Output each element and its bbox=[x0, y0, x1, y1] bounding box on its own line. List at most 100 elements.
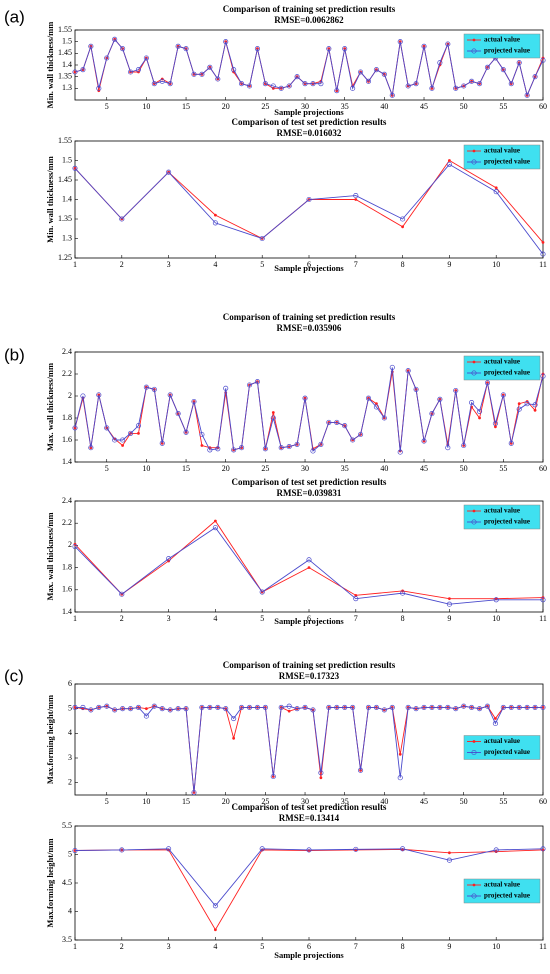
data-point bbox=[469, 704, 475, 710]
data-point bbox=[270, 415, 276, 421]
y-tick-label: 1.4 bbox=[62, 194, 72, 203]
data-point bbox=[358, 767, 364, 773]
data-point bbox=[175, 411, 181, 417]
data-point bbox=[199, 704, 205, 710]
y-tick-label: 2.2 bbox=[62, 369, 72, 378]
data-point bbox=[294, 74, 300, 80]
legend-label: actual value bbox=[484, 147, 520, 155]
x-tick-label: 40 bbox=[380, 464, 388, 473]
x-tick-label: 20 bbox=[222, 464, 230, 473]
legend-label: projected value bbox=[484, 158, 530, 166]
x-tick-label: 5 bbox=[105, 102, 109, 111]
data-point bbox=[342, 423, 348, 429]
x-tick-label: 10 bbox=[492, 614, 500, 623]
data-point bbox=[246, 704, 253, 710]
data-point bbox=[80, 704, 86, 710]
x-tick-label: 8 bbox=[401, 260, 405, 269]
legend-marker bbox=[472, 883, 476, 887]
data-point bbox=[306, 196, 312, 203]
data-point bbox=[135, 423, 142, 429]
data-point bbox=[286, 444, 292, 450]
chart-subtitle: RMSE=0.17323 bbox=[279, 671, 340, 681]
x-tick-label: 5 bbox=[260, 942, 264, 951]
data-point bbox=[183, 429, 189, 435]
legend-marker bbox=[471, 519, 477, 525]
data-point bbox=[310, 81, 316, 87]
legend-marker bbox=[471, 370, 477, 376]
x-tick-label: 5 bbox=[105, 464, 109, 473]
data-point bbox=[167, 392, 173, 398]
data-point bbox=[239, 445, 245, 451]
data-point bbox=[437, 704, 443, 710]
legend-label: actual value bbox=[484, 737, 520, 745]
x-tick-label: 15 bbox=[182, 102, 190, 111]
data-point bbox=[183, 706, 189, 712]
data-point bbox=[72, 165, 78, 171]
y-axis-label: Max. wall thickness/mm bbox=[45, 363, 55, 451]
data-point bbox=[96, 704, 102, 710]
data-point bbox=[166, 556, 172, 562]
x-tick-label: 1 bbox=[73, 260, 77, 269]
y-tick-label: 2 bbox=[68, 391, 72, 400]
data-point bbox=[212, 220, 218, 226]
data-point bbox=[119, 216, 125, 222]
data-point bbox=[72, 847, 78, 854]
data-point bbox=[397, 39, 403, 45]
data-point bbox=[448, 851, 451, 855]
data-point bbox=[191, 71, 197, 77]
data-point bbox=[310, 707, 316, 713]
x-tick-label: 10 bbox=[142, 102, 150, 111]
data-point bbox=[294, 441, 300, 447]
data-point bbox=[262, 704, 268, 710]
y-axis-label: Max. wall thickness/mm bbox=[45, 512, 55, 600]
data-point bbox=[127, 706, 134, 712]
y-tick-label: 2 bbox=[68, 777, 72, 786]
series-line bbox=[74, 367, 544, 453]
data-point bbox=[318, 81, 324, 87]
x-tick-label: 2 bbox=[120, 614, 124, 623]
y-tick-label: 1.8 bbox=[62, 562, 72, 571]
data-point bbox=[413, 386, 419, 392]
chart-subtitle: RMSE=0.016032 bbox=[277, 128, 342, 138]
x-tick-label: 30 bbox=[301, 797, 309, 806]
data-point bbox=[516, 704, 522, 710]
data-point bbox=[121, 444, 124, 447]
data-point bbox=[137, 432, 140, 435]
data-point bbox=[143, 55, 149, 61]
data-point bbox=[262, 446, 268, 452]
y-tick-label: 3 bbox=[68, 753, 72, 762]
panel-label: (a) bbox=[4, 7, 25, 26]
data-point bbox=[421, 704, 427, 710]
x-tick-label: 8 bbox=[401, 942, 405, 951]
data-point bbox=[334, 704, 340, 710]
data-point bbox=[215, 704, 221, 710]
data-point bbox=[120, 46, 126, 52]
y-tick-label: 2.2 bbox=[62, 518, 72, 527]
data-point bbox=[214, 213, 217, 217]
plot-frame bbox=[74, 351, 544, 463]
legend-box bbox=[463, 878, 541, 904]
legend-box bbox=[463, 504, 541, 530]
data-point bbox=[461, 703, 467, 709]
legend-label: projected value bbox=[484, 518, 530, 526]
chart-subtitle: RMSE=0.13414 bbox=[279, 813, 340, 823]
data-point bbox=[524, 401, 530, 407]
data-point bbox=[533, 408, 537, 412]
data-point bbox=[445, 704, 451, 710]
x-tick-label: 10 bbox=[492, 942, 500, 951]
data-point bbox=[493, 189, 499, 195]
data-point bbox=[381, 707, 387, 713]
y-axis-label: Min. wall thickness/mm bbox=[45, 22, 55, 109]
data-point bbox=[72, 69, 78, 75]
data-point bbox=[88, 43, 94, 49]
data-point bbox=[524, 704, 530, 710]
x-tick-label: 50 bbox=[460, 464, 468, 473]
data-point bbox=[365, 395, 372, 401]
x-tick-label: 5 bbox=[105, 797, 109, 806]
y-tick-label: 1.55 bbox=[58, 136, 72, 145]
legend-label: projected value bbox=[484, 47, 530, 55]
data-point bbox=[397, 775, 403, 781]
data-point bbox=[461, 83, 467, 89]
data-point bbox=[365, 78, 372, 84]
legend-box bbox=[463, 144, 541, 170]
